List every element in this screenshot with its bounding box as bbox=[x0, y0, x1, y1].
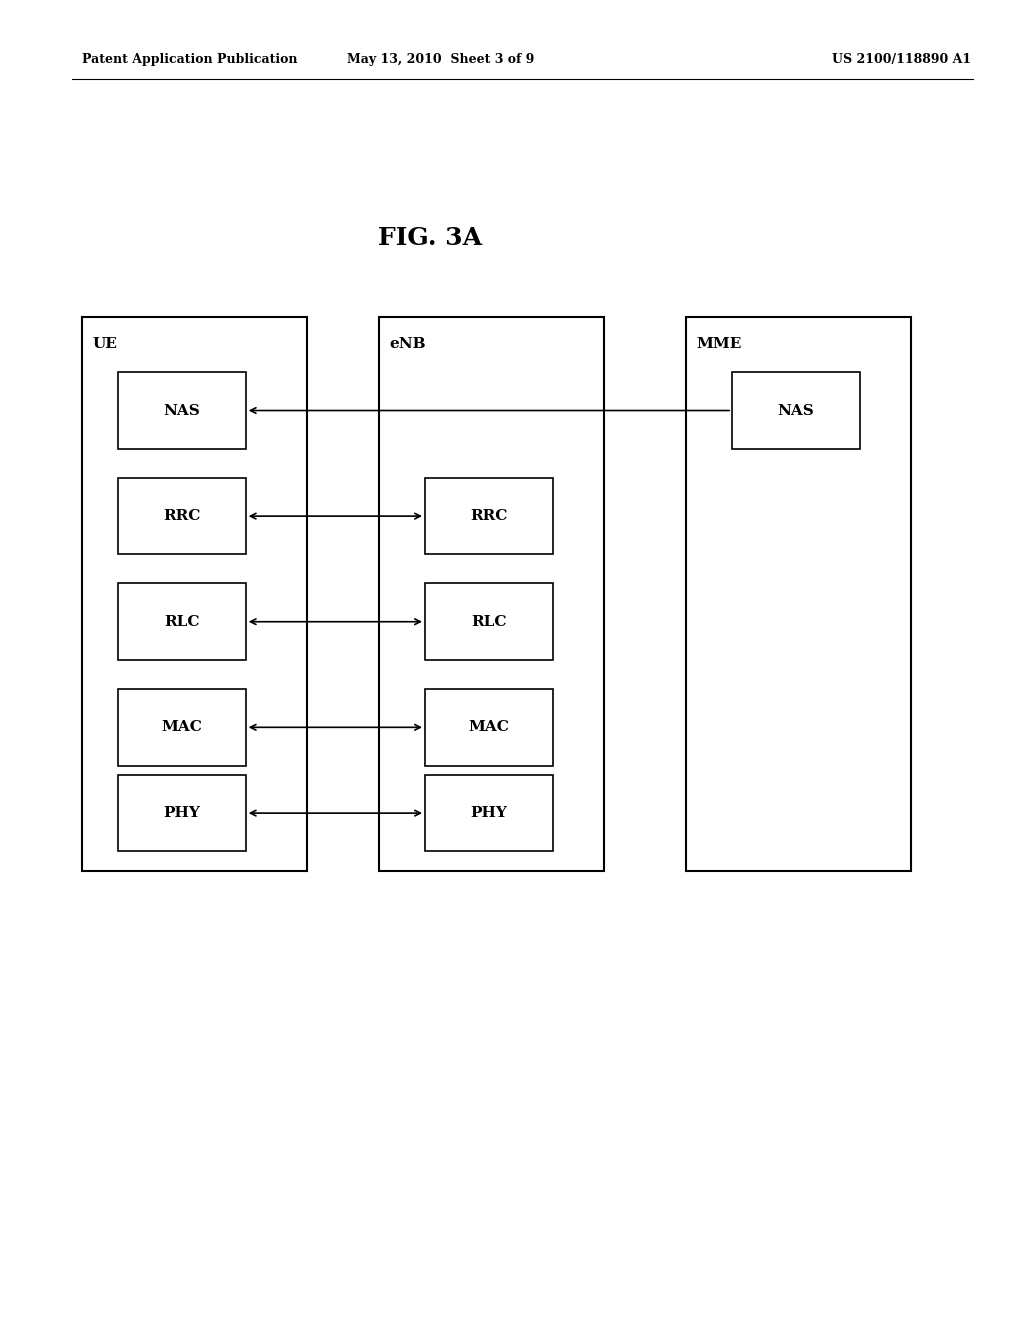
Text: PHY: PHY bbox=[163, 807, 201, 820]
Text: eNB: eNB bbox=[389, 337, 426, 351]
Text: MAC: MAC bbox=[469, 721, 509, 734]
Bar bbox=[118, 689, 246, 766]
Text: PHY: PHY bbox=[470, 807, 508, 820]
Text: NAS: NAS bbox=[778, 404, 814, 417]
Bar bbox=[732, 372, 860, 449]
Bar bbox=[82, 317, 307, 871]
Text: MAC: MAC bbox=[162, 721, 202, 734]
Text: RLC: RLC bbox=[471, 615, 507, 628]
Text: UE: UE bbox=[92, 337, 117, 351]
Bar bbox=[118, 775, 246, 851]
Text: US 2100/118890 A1: US 2100/118890 A1 bbox=[831, 53, 971, 66]
Bar bbox=[686, 317, 911, 871]
Bar bbox=[118, 583, 246, 660]
Bar bbox=[425, 689, 553, 766]
Text: Patent Application Publication: Patent Application Publication bbox=[82, 53, 297, 66]
Bar bbox=[379, 317, 604, 871]
Text: RRC: RRC bbox=[163, 510, 201, 523]
Text: NAS: NAS bbox=[164, 404, 200, 417]
Text: RRC: RRC bbox=[470, 510, 508, 523]
Text: FIG. 3A: FIG. 3A bbox=[378, 226, 482, 249]
Bar bbox=[425, 478, 553, 554]
Text: May 13, 2010  Sheet 3 of 9: May 13, 2010 Sheet 3 of 9 bbox=[347, 53, 534, 66]
Bar bbox=[425, 583, 553, 660]
Bar bbox=[425, 775, 553, 851]
Text: MME: MME bbox=[696, 337, 741, 351]
Bar bbox=[118, 478, 246, 554]
Text: RLC: RLC bbox=[164, 615, 200, 628]
Bar bbox=[118, 372, 246, 449]
